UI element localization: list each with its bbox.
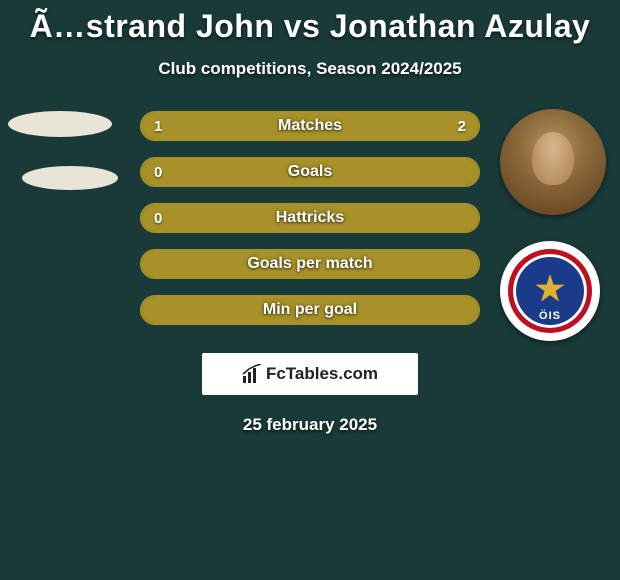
stat-bar-label: Min per goal <box>142 297 478 323</box>
stat-bar-value-left: 0 <box>154 205 162 231</box>
player-right-club-badge: ★ ÖIS <box>500 241 600 341</box>
stat-bar: Hattricks0 <box>140 203 480 233</box>
club-badge-text: ÖIS <box>513 310 587 322</box>
branding-badge: FcTables.com <box>202 353 418 395</box>
club-badge-ois: ★ ÖIS <box>508 249 592 333</box>
stat-bar-label: Hattricks <box>142 205 478 231</box>
stat-bar: Min per goal <box>140 295 480 325</box>
stat-bar-label: Goals per match <box>142 251 478 277</box>
branding-text: FcTables.com <box>266 364 378 384</box>
stat-bar-label: Matches <box>142 113 478 139</box>
stat-bars: Matches12Goals0Hattricks0Goals per match… <box>140 111 480 341</box>
stat-bar-value-left: 0 <box>154 159 162 185</box>
stat-bar-value-left: 1 <box>154 113 162 139</box>
stat-bar-value-right: 2 <box>458 113 466 139</box>
player-right-avatar <box>500 109 606 215</box>
star-icon: ★ <box>533 266 567 311</box>
player-left-avatar <box>8 111 112 137</box>
date-text: 25 february 2025 <box>0 415 620 435</box>
stats-area: ★ ÖIS Matches12Goals0Hattricks0Goals per… <box>0 111 620 341</box>
page-title: Ã…strand John vs Jonathan Azulay <box>0 0 620 45</box>
page-subtitle: Club competitions, Season 2024/2025 <box>0 59 620 79</box>
stat-bar: Goals0 <box>140 157 480 187</box>
chart-icon <box>242 364 262 384</box>
stat-bar: Goals per match <box>140 249 480 279</box>
player-left-club-badge <box>22 166 118 190</box>
stat-bar-label: Goals <box>142 159 478 185</box>
stat-bar: Matches1 2 <box>140 111 480 141</box>
